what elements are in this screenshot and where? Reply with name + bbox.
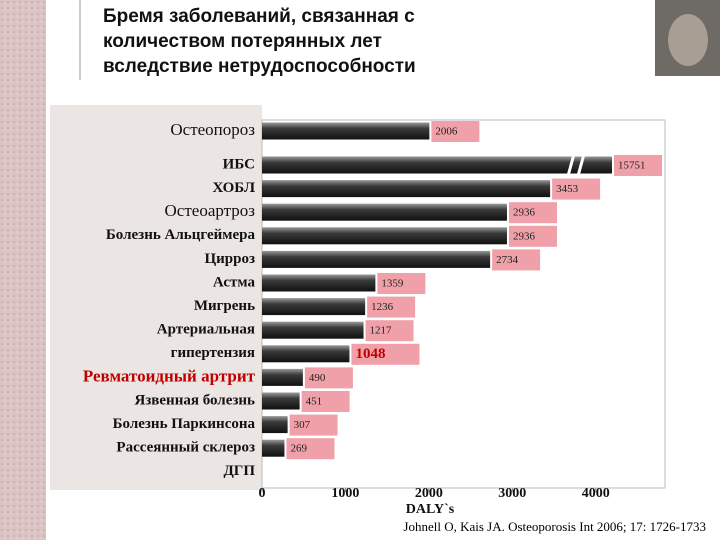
value-label: 2936	[513, 207, 536, 219]
value-label-box	[286, 438, 335, 460]
photo-face	[668, 14, 708, 66]
bar	[262, 345, 350, 363]
axis-break	[566, 153, 576, 177]
value-label-box	[351, 343, 420, 365]
x-tick-label: 0	[259, 486, 266, 501]
bar	[262, 392, 300, 410]
value-label-box	[508, 225, 557, 247]
y-tick-label: Остеоартроз	[165, 201, 256, 220]
bar	[262, 180, 551, 198]
bar	[262, 321, 364, 339]
value-label-box	[431, 121, 480, 142]
x-tick-label: 1000	[331, 486, 359, 501]
value-label-box	[289, 414, 338, 436]
x-tick-label: 4000	[582, 486, 610, 501]
value-label: 1048	[355, 346, 385, 362]
axis-break	[576, 153, 586, 177]
value-label-box	[304, 367, 353, 389]
bar	[262, 203, 507, 221]
x-tick-label: 2000	[415, 486, 443, 501]
value-label: 2734	[496, 254, 518, 266]
value-label: 2006	[435, 126, 458, 138]
value-label: 15751	[618, 160, 646, 172]
value-label-box	[301, 391, 350, 412]
bar	[262, 250, 491, 268]
y-tick-label: Артериальная	[157, 322, 255, 338]
value-label-box	[377, 273, 426, 294]
chart-title: Бремя заболеваний, связанная с количеств…	[103, 6, 420, 77]
y-tick-label: ДГП	[223, 463, 255, 479]
value-label-box	[614, 155, 662, 176]
value-label: 490	[309, 372, 326, 384]
value-label-box	[367, 296, 416, 318]
value-label: 1217	[370, 325, 393, 337]
bar	[262, 298, 366, 316]
bar	[262, 227, 507, 245]
value-label: 269	[290, 443, 307, 455]
bar	[262, 416, 288, 434]
y-tick-label: Язвенная болезнь	[134, 392, 255, 408]
y-tick-label: Астма	[213, 274, 256, 290]
source: Johnell O, Kais JA. Osteoporosis Int 200…	[403, 519, 706, 534]
value-label-box	[508, 202, 557, 224]
bar	[262, 439, 285, 457]
x-axis-label: DALY`s	[406, 502, 455, 517]
bar	[262, 156, 612, 174]
value-label: 3453	[556, 183, 579, 195]
y-tick-label: гипертензия	[171, 345, 255, 361]
y-tick-label: Ревматоидный артрит	[83, 366, 256, 385]
y-tick-label: ИБС	[223, 156, 255, 172]
y-tick-label: Мигрень	[194, 298, 255, 314]
side-stripe	[0, 0, 46, 540]
value-label: 307	[294, 419, 311, 431]
value-label-box	[552, 178, 601, 200]
bar	[262, 274, 376, 292]
value-label: 451	[306, 396, 323, 408]
value-label: 1359	[381, 278, 404, 290]
y-tick-label: Цирроз	[204, 251, 255, 267]
y-tick-label: Остеопороз	[170, 120, 255, 139]
y-tick-label: Болезнь Паркинсона	[113, 416, 256, 432]
value-label-box	[492, 249, 541, 271]
value-label: 1236	[371, 301, 394, 313]
value-label-box	[365, 320, 414, 342]
y-tick-label: Болезнь Альцгеймера	[106, 227, 256, 243]
y-tick-label: ХОБЛ	[213, 180, 255, 196]
x-tick-label: 3000	[498, 486, 526, 501]
value-label: 2936	[513, 230, 536, 242]
label-panel	[50, 105, 262, 490]
y-tick-label: Рассеянный склероз	[116, 440, 255, 456]
bar	[262, 122, 430, 140]
bar	[262, 368, 303, 386]
